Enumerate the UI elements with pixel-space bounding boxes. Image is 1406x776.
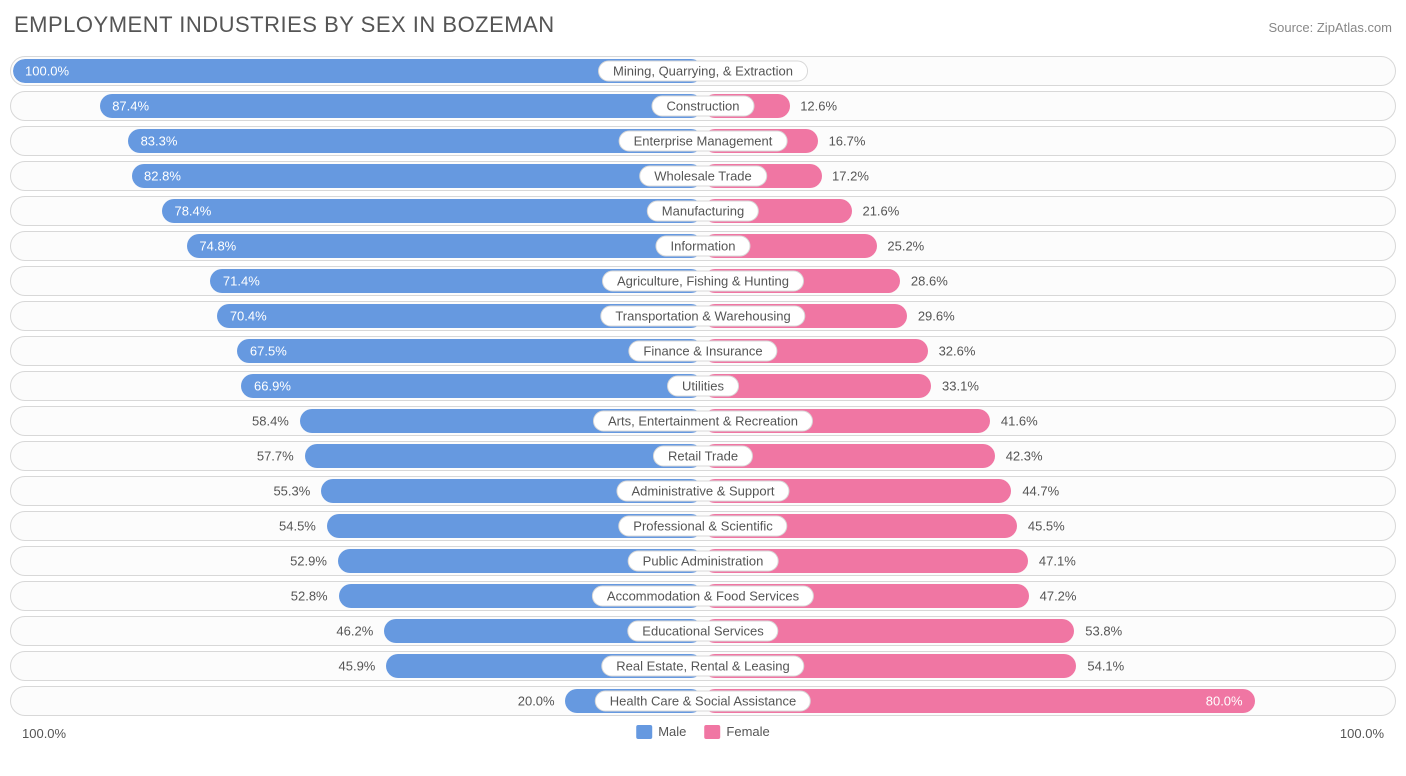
category-label: Agriculture, Fishing & Hunting: [602, 271, 804, 292]
male-bar: [241, 374, 703, 398]
male-value: 100.0%: [25, 64, 69, 79]
chart-row: Agriculture, Fishing & Hunting 71.4% 28.6%: [10, 266, 1396, 296]
legend-male: Male: [636, 724, 686, 739]
female-value: 28.6%: [911, 274, 948, 289]
category-label: Manufacturing: [647, 201, 759, 222]
female-value: 17.2%: [832, 169, 869, 184]
chart-row: Enterprise Management 83.3% 16.7%: [10, 126, 1396, 156]
female-value: 53.8%: [1085, 624, 1122, 639]
female-swatch-icon: [704, 725, 720, 739]
male-value: 71.4%: [223, 274, 260, 289]
female-value: 21.6%: [862, 204, 899, 219]
legend-male-label: Male: [658, 724, 686, 739]
legend: Male Female: [636, 724, 770, 739]
female-value: 32.6%: [939, 344, 976, 359]
chart-source: Source: ZipAtlas.com: [1268, 20, 1392, 35]
chart-row: Construction 87.4% 12.6%: [10, 91, 1396, 121]
chart-row: Wholesale Trade 82.8% 17.2%: [10, 161, 1396, 191]
male-value: 66.9%: [254, 379, 291, 394]
male-value: 45.9%: [339, 659, 376, 674]
female-value: 41.6%: [1001, 414, 1038, 429]
female-value: 16.7%: [829, 134, 866, 149]
category-label: Retail Trade: [653, 446, 753, 467]
male-swatch-icon: [636, 725, 652, 739]
male-value: 57.7%: [257, 449, 294, 464]
category-label: Utilities: [667, 376, 739, 397]
category-label: Educational Services: [627, 621, 778, 642]
axis-right-label: 100.0%: [1340, 726, 1384, 741]
male-value: 20.0%: [518, 694, 555, 709]
axis-left-label: 100.0%: [22, 726, 66, 741]
male-value: 82.8%: [144, 169, 181, 184]
category-label: Administrative & Support: [616, 481, 789, 502]
female-value: 45.5%: [1028, 519, 1065, 534]
female-value: 80.0%: [1206, 694, 1243, 709]
female-value: 33.1%: [942, 379, 979, 394]
chart-row: Educational Services 46.2% 53.8%: [10, 616, 1396, 646]
male-bar: [162, 199, 703, 223]
male-value: 52.9%: [290, 554, 327, 569]
category-label: Mining, Quarrying, & Extraction: [598, 61, 808, 82]
category-label: Enterprise Management: [619, 131, 788, 152]
chart-row: Utilities 66.9% 33.1%: [10, 371, 1396, 401]
chart-row: Accommodation & Food Services 52.8% 47.2%: [10, 581, 1396, 611]
chart-row: Arts, Entertainment & Recreation 58.4% 41.…: [10, 406, 1396, 436]
chart-area: Mining, Quarrying, & Extraction100.0%0.0…: [10, 56, 1396, 716]
male-bar: [305, 444, 703, 468]
legend-female: Female: [704, 724, 769, 739]
male-bar: [132, 164, 703, 188]
female-value: 47.2%: [1040, 589, 1077, 604]
category-label: Public Administration: [628, 551, 779, 572]
legend-female-label: Female: [726, 724, 769, 739]
category-label: Transportation & Warehousing: [600, 306, 805, 327]
male-bar: [100, 94, 703, 118]
category-label: Accommodation & Food Services: [592, 586, 814, 607]
female-value: 29.6%: [918, 309, 955, 324]
chart-row: Finance & Insurance 67.5% 32.6%: [10, 336, 1396, 366]
category-label: Real Estate, Rental & Leasing: [601, 656, 804, 677]
chart-row: Health Care & Social Assistance 20.0% 80.0…: [10, 686, 1396, 716]
male-value: 46.2%: [336, 624, 373, 639]
female-value: 47.1%: [1039, 554, 1076, 569]
male-value: 58.4%: [252, 414, 289, 429]
chart-row: Professional & Scientific 54.5% 45.5%: [10, 511, 1396, 541]
male-value: 83.3%: [141, 134, 178, 149]
chart-row: Manufacturing 78.4% 21.6%: [10, 196, 1396, 226]
category-label: Health Care & Social Assistance: [595, 691, 811, 712]
chart-row: Real Estate, Rental & Leasing 45.9% 54.1%: [10, 651, 1396, 681]
chart-row: Public Administration 52.9% 47.1%: [10, 546, 1396, 576]
category-label: Construction: [652, 96, 755, 117]
chart-row: Retail Trade 57.7% 42.3%: [10, 441, 1396, 471]
chart-title: EMPLOYMENT INDUSTRIES BY SEX IN BOZEMAN: [14, 12, 555, 38]
female-value: 12.6%: [800, 99, 837, 114]
chart-row: Administrative & Support 55.3% 44.7%: [10, 476, 1396, 506]
category-label: Professional & Scientific: [618, 516, 787, 537]
male-value: 70.4%: [230, 309, 267, 324]
category-label: Finance & Insurance: [628, 341, 777, 362]
category-label: Information: [655, 236, 750, 257]
male-value: 78.4%: [174, 204, 211, 219]
male-value: 87.4%: [112, 99, 149, 114]
female-value: 44.7%: [1022, 484, 1059, 499]
male-value: 55.3%: [273, 484, 310, 499]
male-bar: [187, 234, 703, 258]
male-value: 67.5%: [250, 344, 287, 359]
male-bar: [128, 129, 703, 153]
female-value: 54.1%: [1087, 659, 1124, 674]
male-value: 52.8%: [291, 589, 328, 604]
chart-footer: 100.0% Male Female 100.0%: [10, 724, 1396, 748]
chart-row: Transportation & Warehousing 70.4% 29.6%: [10, 301, 1396, 331]
male-value: 74.8%: [199, 239, 236, 254]
male-value: 54.5%: [279, 519, 316, 534]
female-value: 25.2%: [887, 239, 924, 254]
category-label: Arts, Entertainment & Recreation: [593, 411, 813, 432]
category-label: Wholesale Trade: [639, 166, 767, 187]
chart-row: Information 74.8% 25.2%: [10, 231, 1396, 261]
female-value: 42.3%: [1006, 449, 1043, 464]
chart-row: Mining, Quarrying, & Extraction100.0%0.0…: [10, 56, 1396, 86]
